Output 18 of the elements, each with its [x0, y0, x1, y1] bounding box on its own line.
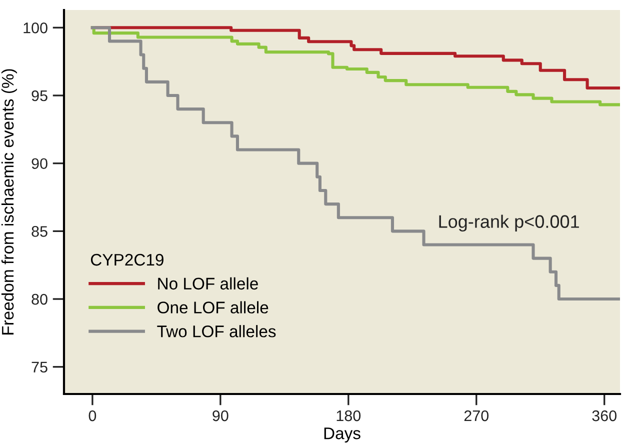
x-tick-label: 90 [212, 410, 228, 422]
legend-title: CYP2C19 [90, 254, 164, 266]
y-tick-label: 90 [32, 158, 48, 170]
y-axis-title: Freedom from ischaemic events (%) [1, 69, 17, 334]
x-axis-title: Days [324, 428, 360, 443]
y-tick-label: 95 [32, 90, 48, 102]
legend-label: No LOF allele [158, 277, 258, 290]
x-tick-label: 270 [464, 410, 489, 422]
x-tick-label: 180 [336, 410, 361, 422]
annotation: Log-rank p<0.001 [439, 214, 579, 232]
legend-label: Two LOF alleles [157, 325, 276, 338]
y-tick-label: 80 [32, 294, 48, 305]
y-tick-label: 100 [24, 22, 48, 34]
legend-label: One LOF allele [158, 301, 268, 314]
x-tick-label: 360 [592, 410, 617, 422]
x-tick-label: 0 [88, 410, 96, 422]
y-tick-label: 75 [32, 362, 48, 373]
y-tick-label: 85 [32, 226, 48, 237]
